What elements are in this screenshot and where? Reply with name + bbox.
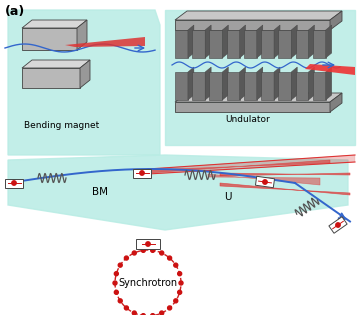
Polygon shape <box>326 67 332 100</box>
Polygon shape <box>188 25 194 58</box>
Polygon shape <box>77 20 87 50</box>
Circle shape <box>132 251 136 255</box>
Polygon shape <box>22 68 80 88</box>
Circle shape <box>141 314 145 315</box>
Bar <box>133 169 151 177</box>
Polygon shape <box>240 25 246 58</box>
Polygon shape <box>313 72 326 100</box>
Polygon shape <box>148 155 355 174</box>
Text: Synchrotron: Synchrotron <box>119 278 177 288</box>
Polygon shape <box>313 30 326 58</box>
Polygon shape <box>175 93 342 102</box>
Polygon shape <box>274 67 280 100</box>
Circle shape <box>140 171 144 175</box>
Polygon shape <box>220 183 350 195</box>
Circle shape <box>151 314 155 315</box>
Polygon shape <box>308 25 315 58</box>
Circle shape <box>174 299 178 303</box>
Polygon shape <box>175 11 342 20</box>
Circle shape <box>167 306 172 310</box>
Polygon shape <box>165 10 355 145</box>
Text: Bending magnet: Bending magnet <box>24 121 100 129</box>
Bar <box>256 176 275 188</box>
Polygon shape <box>274 25 280 58</box>
Circle shape <box>178 272 182 276</box>
Bar <box>136 239 160 249</box>
Polygon shape <box>296 72 308 100</box>
Circle shape <box>141 248 145 252</box>
Circle shape <box>118 299 122 303</box>
Bar <box>5 179 23 187</box>
Polygon shape <box>308 67 315 100</box>
Polygon shape <box>261 72 274 100</box>
Text: (a): (a) <box>5 5 25 18</box>
Polygon shape <box>291 25 297 58</box>
Polygon shape <box>175 30 188 58</box>
Circle shape <box>113 281 117 285</box>
Circle shape <box>174 263 178 267</box>
Polygon shape <box>261 30 274 58</box>
Circle shape <box>114 290 118 294</box>
Polygon shape <box>244 72 257 100</box>
Polygon shape <box>291 67 297 100</box>
Polygon shape <box>80 60 90 88</box>
Polygon shape <box>305 64 355 75</box>
Text: U: U <box>224 192 232 202</box>
Polygon shape <box>8 10 160 155</box>
Polygon shape <box>296 30 308 58</box>
Circle shape <box>179 281 183 285</box>
Polygon shape <box>188 67 194 100</box>
Text: BM: BM <box>92 187 108 197</box>
Polygon shape <box>222 25 228 58</box>
Polygon shape <box>22 28 77 50</box>
Polygon shape <box>222 67 228 100</box>
Polygon shape <box>175 102 330 112</box>
Circle shape <box>160 251 164 255</box>
Polygon shape <box>148 160 330 173</box>
Polygon shape <box>205 25 211 58</box>
Circle shape <box>160 311 164 315</box>
Circle shape <box>178 290 182 294</box>
Polygon shape <box>257 25 263 58</box>
Polygon shape <box>220 173 350 176</box>
Polygon shape <box>227 72 240 100</box>
Polygon shape <box>240 67 246 100</box>
Circle shape <box>263 180 267 184</box>
Circle shape <box>132 311 136 315</box>
Polygon shape <box>244 30 257 58</box>
Polygon shape <box>278 72 291 100</box>
Polygon shape <box>175 72 188 100</box>
Polygon shape <box>192 72 205 100</box>
Polygon shape <box>278 30 291 58</box>
Circle shape <box>124 256 129 260</box>
Circle shape <box>124 306 129 310</box>
Circle shape <box>151 248 155 252</box>
Circle shape <box>167 256 172 260</box>
Text: Undulator: Undulator <box>226 116 270 124</box>
Polygon shape <box>8 155 348 230</box>
Polygon shape <box>227 30 240 58</box>
Polygon shape <box>326 25 332 58</box>
Polygon shape <box>22 20 87 28</box>
Polygon shape <box>210 30 222 58</box>
Polygon shape <box>22 60 90 68</box>
Circle shape <box>118 263 122 267</box>
Polygon shape <box>192 30 205 58</box>
Bar <box>329 217 347 233</box>
Circle shape <box>12 181 16 185</box>
Polygon shape <box>175 20 330 30</box>
Polygon shape <box>208 174 320 185</box>
Polygon shape <box>330 93 342 112</box>
Circle shape <box>336 223 340 227</box>
Polygon shape <box>205 67 211 100</box>
Circle shape <box>146 242 150 246</box>
Polygon shape <box>65 37 145 47</box>
Polygon shape <box>257 67 263 100</box>
Circle shape <box>114 272 118 276</box>
Polygon shape <box>330 11 342 30</box>
Polygon shape <box>210 72 222 100</box>
